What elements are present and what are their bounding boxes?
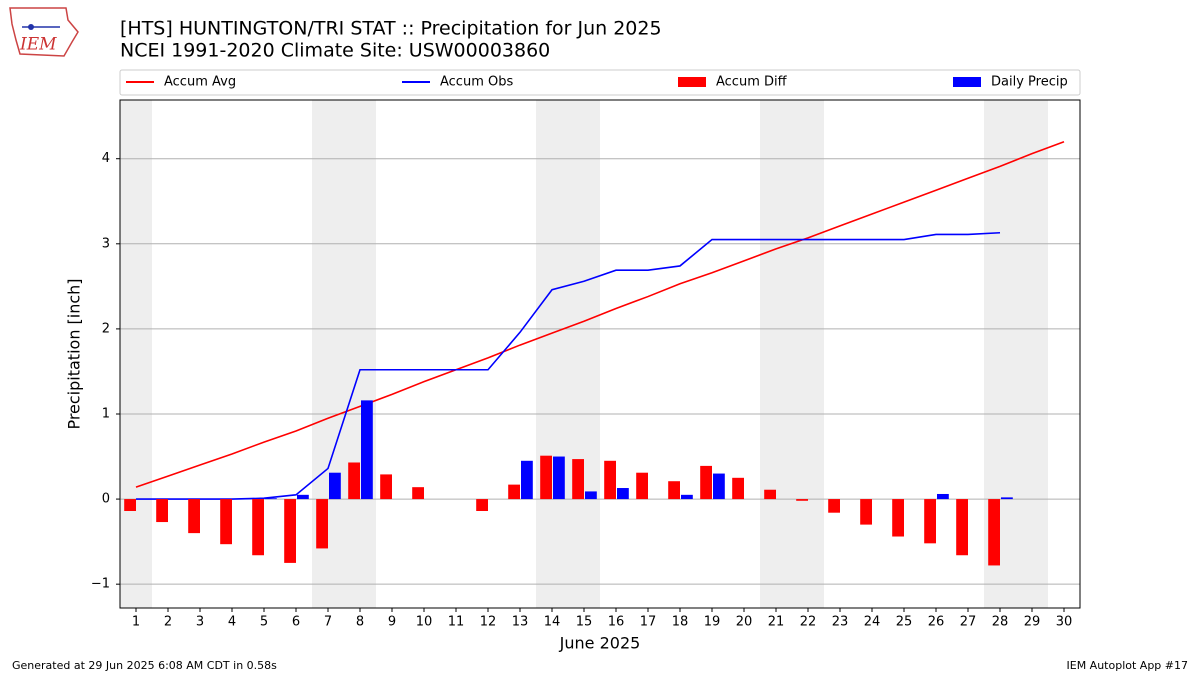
x-tick-label: 14 [544, 615, 561, 630]
x-axis-label: June 2025 [559, 634, 641, 653]
footer-left: Generated at 29 Jun 2025 6:08 AM CDT in … [12, 659, 277, 672]
x-tick-label: 29 [1024, 615, 1041, 630]
weekend-band [120, 100, 152, 608]
x-tick-label: 30 [1056, 615, 1073, 630]
x-tick-label: 27 [960, 615, 977, 630]
x-tick-label: 12 [480, 615, 497, 630]
bar [937, 493, 949, 500]
x-tick-label: 10 [416, 615, 433, 630]
y-tick-label: 4 [102, 151, 110, 166]
x-tick-label: 20 [736, 615, 753, 630]
y-tick-label: 2 [102, 321, 110, 336]
bar [329, 472, 341, 500]
bar [828, 499, 840, 513]
bar [252, 499, 264, 556]
bar [476, 499, 488, 511]
bar [316, 499, 328, 549]
plot-frame [119, 99, 1081, 609]
bar [297, 494, 309, 500]
legend-label: Accum Avg [164, 75, 236, 90]
x-tick-label: 18 [672, 615, 689, 630]
bar [956, 499, 968, 556]
bar [265, 498, 277, 500]
legend-swatch [953, 77, 981, 87]
weekend-band [760, 100, 824, 608]
x-tick-label: 9 [388, 615, 396, 630]
x-tick-label: 15 [576, 615, 593, 630]
x-tick-label: 17 [640, 615, 657, 630]
x-tick-label: 13 [512, 615, 529, 630]
bar [860, 499, 872, 525]
weekend-band [536, 100, 600, 608]
legend-label: Accum Diff [716, 75, 788, 90]
bar [188, 499, 200, 534]
bar [521, 460, 533, 500]
x-tick-label: 3 [196, 615, 204, 630]
bar [553, 456, 565, 500]
x-tick-label: 6 [292, 615, 300, 630]
x-tick-label: 21 [768, 615, 785, 630]
x-tick-label: 22 [800, 615, 817, 630]
line [136, 231, 1001, 500]
bar [361, 400, 373, 500]
bar [796, 499, 808, 501]
bar [924, 499, 936, 544]
logo-text: IEM [19, 35, 57, 55]
x-tick-label: 26 [928, 615, 945, 630]
x-tick-label: 25 [896, 615, 913, 630]
x-tick-label: 16 [608, 615, 625, 630]
y-tick-label: 3 [102, 236, 110, 251]
bar [220, 499, 232, 545]
x-tick-label: 1 [132, 615, 140, 630]
chart-title: [HTS] HUNTINGTON/TRI STAT :: Precipitati… [120, 18, 662, 40]
x-tick-label: 19 [704, 615, 721, 630]
bar [668, 481, 680, 500]
bar [124, 499, 136, 511]
bar [156, 499, 168, 523]
legend-label: Accum Obs [440, 75, 513, 90]
bar [988, 499, 1000, 566]
bar [412, 487, 424, 500]
line [135, 140, 1065, 488]
bar [732, 477, 744, 500]
x-tick-label: 2 [164, 615, 172, 630]
x-tick-label: 4 [228, 615, 236, 630]
bar [1001, 497, 1013, 500]
bar [540, 455, 552, 500]
bar [585, 491, 597, 500]
bar [713, 473, 725, 500]
bar [284, 499, 296, 563]
bar [636, 472, 648, 500]
bar [617, 488, 629, 500]
logo-outline [9, 7, 79, 57]
y-tick-label: 1 [102, 406, 110, 421]
bar [508, 484, 520, 500]
x-tick-label: 8 [356, 615, 364, 630]
bar [348, 462, 360, 500]
x-tick-label: 24 [864, 615, 881, 630]
bar [892, 499, 904, 537]
y-tick-label: −1 [91, 577, 110, 592]
x-tick-label: 7 [324, 615, 332, 630]
legend-swatch [678, 77, 706, 87]
y-axis-label: Precipitation [inch] [65, 278, 84, 429]
x-tick-label: 5 [260, 615, 268, 630]
chart-subtitle: NCEI 1991-2020 Climate Site: USW00003860 [120, 40, 550, 62]
legend [119, 69, 1081, 96]
logo: IEM [9, 7, 79, 57]
x-tick-label: 11 [448, 615, 465, 630]
x-tick-label: 28 [992, 615, 1009, 630]
legend-label: Daily Precip [991, 75, 1068, 90]
bar [380, 474, 392, 500]
bar [572, 459, 584, 500]
bar [681, 494, 693, 500]
bar [604, 460, 616, 500]
y-tick-label: 0 [102, 492, 110, 507]
bar [700, 465, 712, 500]
bar [764, 489, 776, 500]
x-tick-label: 23 [832, 615, 849, 630]
footer-right: IEM Autoplot App #17 [1067, 659, 1189, 672]
